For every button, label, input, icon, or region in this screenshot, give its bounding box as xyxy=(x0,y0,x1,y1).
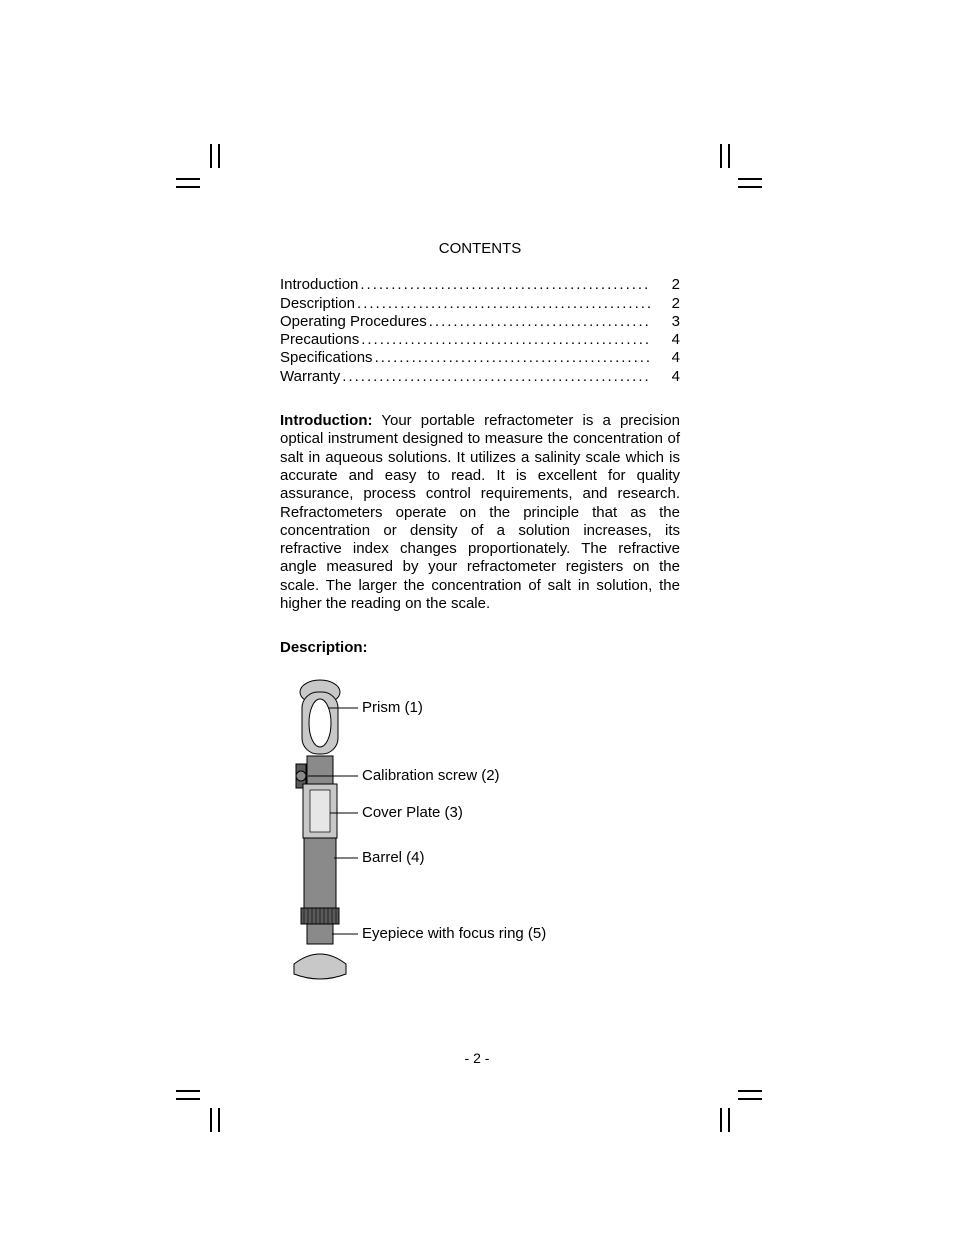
toc-leader-dots xyxy=(340,368,650,386)
toc-label: Specifications xyxy=(280,349,373,367)
document-page: CONTENTS Introduction 2 Description 2 Op… xyxy=(0,0,954,1235)
toc-page-number: 4 xyxy=(650,331,680,349)
introduction-lead: Introduction: xyxy=(280,412,372,429)
toc-row: Warranty 4 xyxy=(280,368,680,386)
toc-leader-dots xyxy=(427,313,650,331)
table-of-contents: Introduction 2 Description 2 Operating P… xyxy=(280,276,680,386)
toc-row: Description 2 xyxy=(280,295,680,313)
diagram-callout-cover-plate: Cover Plate (3) xyxy=(362,804,463,822)
toc-label: Warranty xyxy=(280,368,340,386)
crop-mark-top-right xyxy=(710,168,750,208)
toc-leader-dots xyxy=(359,331,650,349)
toc-page-number: 4 xyxy=(650,349,680,367)
introduction-paragraph: Introduction: Your portable refractomete… xyxy=(280,412,680,613)
diagram-callout-prism: Prism (1) xyxy=(362,699,423,717)
toc-row: Precautions 4 xyxy=(280,331,680,349)
toc-row: Operating Procedures 3 xyxy=(280,313,680,331)
crop-mark-top-left xyxy=(200,168,240,208)
toc-row: Specifications 4 xyxy=(280,349,680,367)
diagram-callout-calibration-screw: Calibration screw (2) xyxy=(362,767,500,785)
contents-heading: CONTENTS xyxy=(280,240,680,258)
crop-mark-bottom-left xyxy=(200,1080,240,1120)
toc-page-number: 3 xyxy=(650,313,680,331)
description-heading: Description: xyxy=(280,639,680,657)
toc-leader-dots xyxy=(355,295,650,313)
toc-leader-dots xyxy=(373,349,650,367)
refractometer-diagram: Prism (1) Calibration screw (2) Cover Pl… xyxy=(280,678,680,998)
toc-label: Introduction xyxy=(280,276,358,294)
toc-page-number: 2 xyxy=(650,276,680,294)
content-column: CONTENTS Introduction 2 Description 2 Op… xyxy=(280,240,680,998)
toc-page-number: 4 xyxy=(650,368,680,386)
page-number: - 2 - xyxy=(0,1050,954,1066)
toc-label: Description xyxy=(280,295,355,313)
toc-label: Precautions xyxy=(280,331,359,349)
diagram-callout-eyepiece: Eyepiece with focus ring (5) xyxy=(362,925,546,943)
crop-mark-bottom-right xyxy=(710,1080,750,1120)
refractometer-illustration xyxy=(280,678,390,998)
toc-page-number: 2 xyxy=(650,295,680,313)
diagram-callout-barrel: Barrel (4) xyxy=(362,849,425,867)
toc-row: Introduction 2 xyxy=(280,276,680,294)
toc-label: Operating Procedures xyxy=(280,313,427,331)
toc-leader-dots xyxy=(358,276,650,294)
introduction-body: Your portable refractometer is a precisi… xyxy=(280,412,680,612)
